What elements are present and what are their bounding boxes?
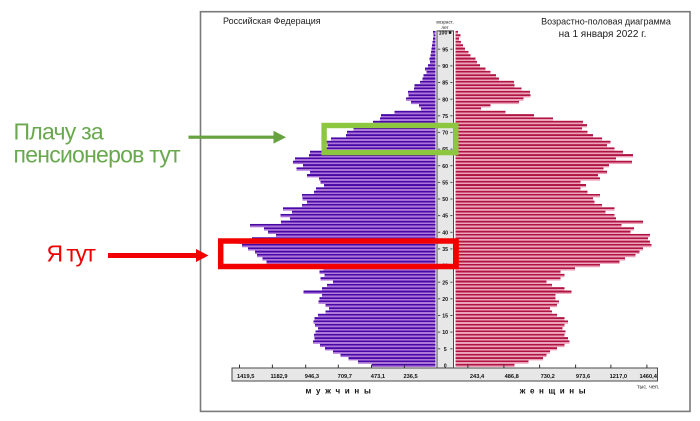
svg-text:75: 75 [442, 114, 448, 120]
svg-text:1217,0: 1217,0 [610, 374, 627, 380]
svg-text:100: 100 [439, 31, 448, 37]
svg-text:85: 85 [442, 81, 448, 87]
svg-text:473,1: 473,1 [371, 374, 385, 380]
svg-text:90: 90 [442, 64, 448, 70]
svg-text:мужчины: мужчины [306, 387, 376, 396]
svg-text:тыс. чел.: тыс. чел. [637, 385, 659, 391]
svg-text:15: 15 [442, 314, 448, 320]
svg-text:Возрастно-половая диаграмма: Возрастно-половая диаграмма [541, 17, 671, 27]
svg-text:1182,9: 1182,9 [270, 374, 287, 380]
svg-text:40: 40 [442, 230, 448, 236]
svg-text:709,7: 709,7 [338, 374, 352, 380]
svg-text:95: 95 [442, 47, 448, 53]
svg-text:10: 10 [442, 330, 448, 336]
svg-text:236,5: 236,5 [403, 374, 417, 380]
svg-text:25: 25 [442, 280, 448, 286]
svg-text:женщины: женщины [519, 387, 590, 396]
svg-text:70: 70 [442, 131, 448, 137]
svg-text:на 1 января 2022 г.: на 1 января 2022 г. [559, 29, 647, 40]
svg-text:60: 60 [442, 164, 448, 170]
svg-text:0: 0 [444, 364, 447, 370]
svg-text:55: 55 [442, 181, 448, 187]
svg-text:50: 50 [442, 197, 448, 203]
svg-text:Плачу за: Плачу за [14, 119, 104, 145]
svg-text:возраст,: возраст, [436, 20, 453, 25]
svg-text:730,2: 730,2 [541, 374, 555, 380]
svg-text:35: 35 [442, 247, 448, 253]
svg-text:486,8: 486,8 [505, 374, 519, 380]
svg-text:243,4: 243,4 [470, 374, 485, 380]
svg-text:20: 20 [442, 297, 448, 303]
svg-text:1419,5: 1419,5 [237, 374, 254, 380]
svg-text:1460,4: 1460,4 [639, 374, 657, 380]
svg-text:Я тут: Я тут [47, 241, 97, 267]
svg-text:946,3: 946,3 [305, 374, 319, 380]
svg-text:80: 80 [442, 97, 448, 103]
svg-text:пенсионеров тут: пенсионеров тут [14, 142, 182, 168]
svg-text:45: 45 [442, 214, 448, 220]
svg-text:5: 5 [444, 347, 447, 353]
svg-text:973,6: 973,6 [576, 374, 590, 380]
svg-text:лет: лет [441, 25, 449, 30]
svg-text:Российская Федерация: Российская Федерация [223, 16, 321, 26]
